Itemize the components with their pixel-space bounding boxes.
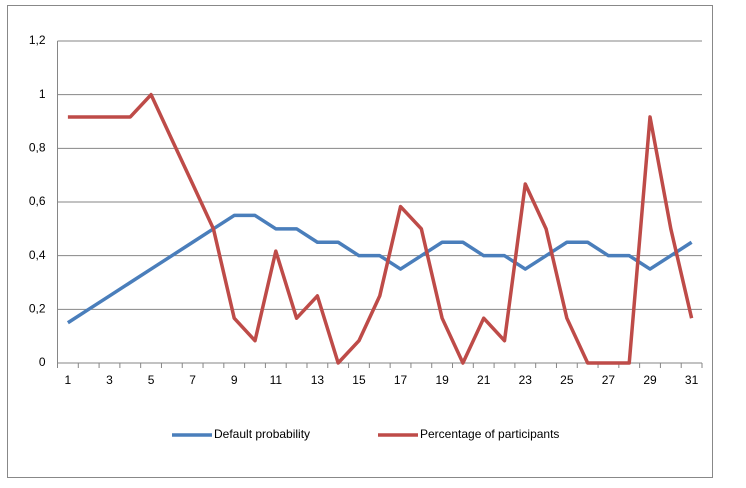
x-tick-label: 19 <box>435 373 449 387</box>
y-tick-label: 0,2 <box>29 302 46 316</box>
x-tick-label: 23 <box>519 373 533 387</box>
y-tick-label: 1,2 <box>29 33 46 47</box>
x-tick-label: 11 <box>270 373 283 387</box>
chart-border <box>7 5 713 478</box>
y-tick-label: 1 <box>39 87 46 101</box>
y-tick-label: 0,8 <box>29 141 46 155</box>
x-tick-label: 25 <box>560 373 574 387</box>
x-tick-label: 9 <box>231 373 238 387</box>
x-tick-label: 31 <box>685 373 699 387</box>
x-tick-label: 1 <box>65 373 72 387</box>
y-tick-label: 0,4 <box>29 248 46 262</box>
x-tick-label: 13 <box>311 373 325 387</box>
x-tick-label: 27 <box>602 373 616 387</box>
x-tick-label: 5 <box>148 373 155 387</box>
series-line <box>67 92 694 365</box>
x-tick-label: 29 <box>643 373 657 387</box>
y-tick-label: 0,6 <box>29 194 46 208</box>
x-tick-label: 21 <box>477 373 491 387</box>
x-tick-label: 17 <box>394 373 408 387</box>
legend-label: Default probability <box>214 427 310 441</box>
x-tick-label: 7 <box>189 373 196 387</box>
legend-label: Percentage of participants <box>420 427 559 441</box>
series-line <box>66 213 693 325</box>
x-tick-label: 3 <box>106 373 113 387</box>
x-tick-label: 15 <box>352 373 366 387</box>
y-tick-label: 0 <box>39 355 46 369</box>
